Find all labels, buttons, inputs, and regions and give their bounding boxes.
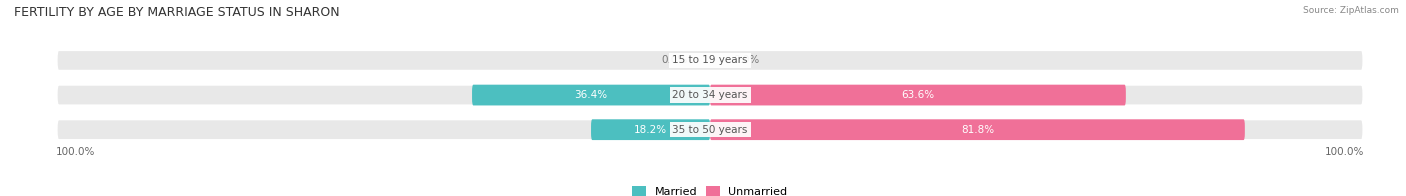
- Text: 35 to 50 years: 35 to 50 years: [672, 125, 748, 135]
- Text: FERTILITY BY AGE BY MARRIAGE STATUS IN SHARON: FERTILITY BY AGE BY MARRIAGE STATUS IN S…: [14, 6, 340, 19]
- Text: 81.8%: 81.8%: [960, 125, 994, 135]
- Text: 0.0%: 0.0%: [733, 55, 759, 65]
- Text: 15 to 19 years: 15 to 19 years: [672, 55, 748, 65]
- FancyBboxPatch shape: [472, 85, 710, 105]
- Text: 36.4%: 36.4%: [575, 90, 607, 100]
- Text: 18.2%: 18.2%: [634, 125, 666, 135]
- Text: Source: ZipAtlas.com: Source: ZipAtlas.com: [1303, 6, 1399, 15]
- FancyBboxPatch shape: [56, 50, 1364, 71]
- FancyBboxPatch shape: [56, 84, 1364, 106]
- Text: 63.6%: 63.6%: [901, 90, 935, 100]
- FancyBboxPatch shape: [710, 85, 1126, 105]
- Text: 0.0%: 0.0%: [661, 55, 688, 65]
- FancyBboxPatch shape: [591, 119, 710, 140]
- FancyBboxPatch shape: [56, 119, 1364, 140]
- Text: 20 to 34 years: 20 to 34 years: [672, 90, 748, 100]
- Legend: Married, Unmarried: Married, Unmarried: [628, 182, 792, 196]
- Text: 100.0%: 100.0%: [1324, 147, 1364, 157]
- FancyBboxPatch shape: [710, 119, 1244, 140]
- Text: 100.0%: 100.0%: [56, 147, 96, 157]
